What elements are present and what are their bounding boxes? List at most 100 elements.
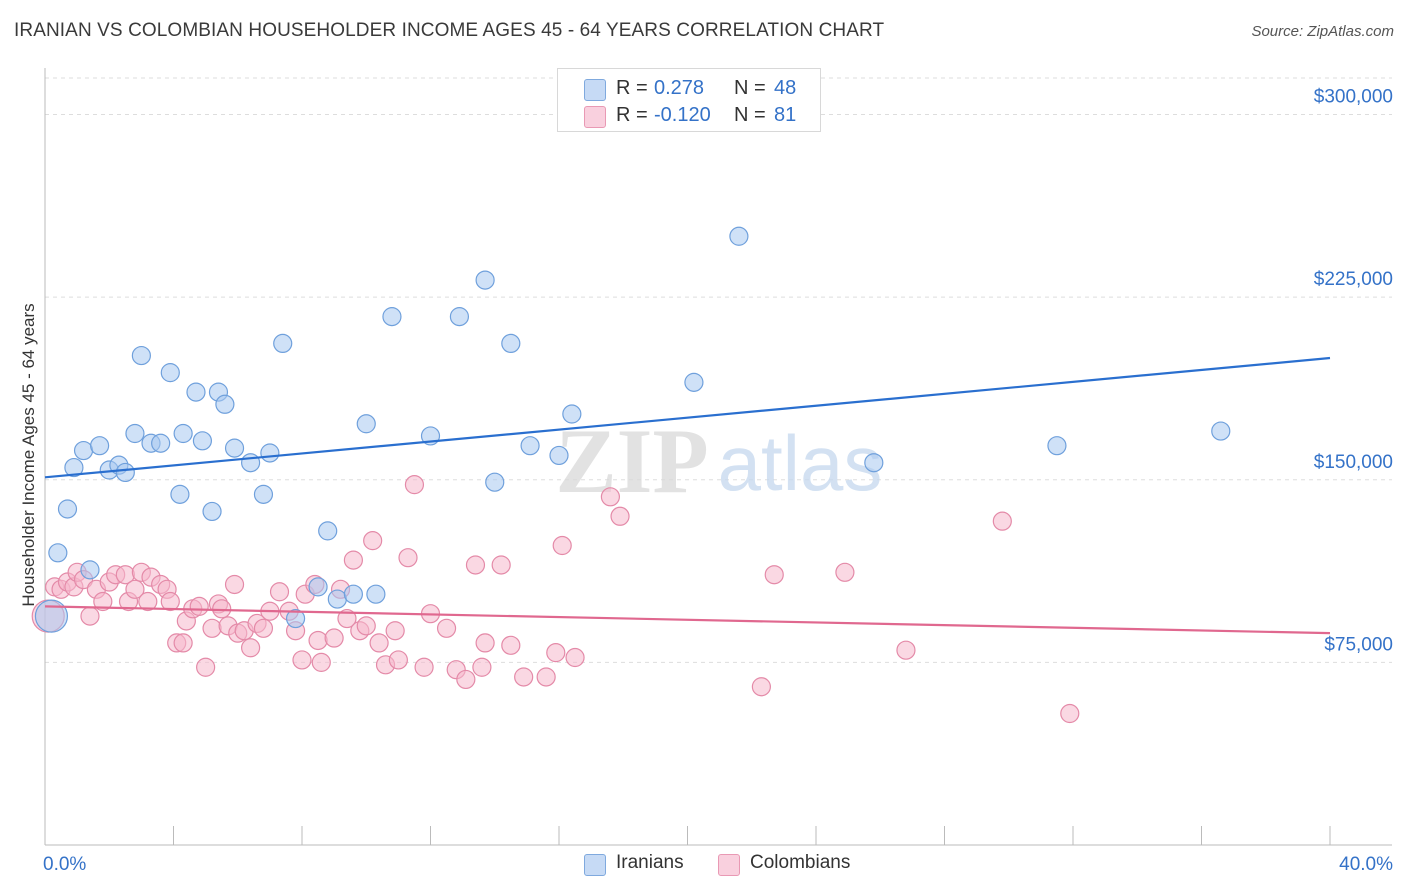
colombian-point <box>343 550 363 570</box>
legend-n-value: 48 <box>774 77 797 99</box>
colombian-point <box>610 506 630 526</box>
colombian-point <box>472 657 492 677</box>
colombian-point <box>751 677 771 697</box>
y-tick-label: $225,000 <box>1314 269 1393 290</box>
iranian-point <box>864 453 884 473</box>
iranian-point <box>549 445 569 466</box>
colombian-point <box>552 535 572 556</box>
iranian-point <box>202 501 222 522</box>
trend-lines <box>44 356 1331 635</box>
iranian-point <box>170 484 190 504</box>
iranian-point <box>125 423 145 444</box>
colombian-point <box>385 621 405 641</box>
iranians-points <box>34 226 1231 633</box>
iranian-point <box>224 438 245 458</box>
axis-labels: $75,000 $150,000 $225,000 $300,000 0.0% 40.0% <box>43 87 1393 875</box>
legend-r-label: R = <box>616 104 648 126</box>
legend-row-iranians: R = 0.278 N = 48 <box>558 75 820 103</box>
colombian-point <box>369 633 389 653</box>
iranians-swatch <box>584 854 606 876</box>
iranians-trend-line <box>44 356 1331 479</box>
y-tick-label: $75,000 <box>1324 634 1393 655</box>
iranian-point <box>151 433 171 453</box>
colombians-points <box>31 475 1080 724</box>
colombian-point <box>456 669 476 690</box>
colombian-point <box>896 640 916 660</box>
colombian-point <box>414 657 434 677</box>
colombians-swatch <box>584 106 606 128</box>
colombian-point <box>398 548 418 568</box>
watermark-zip: ZIP <box>555 410 708 512</box>
legend-row-colombians: R = -0.120 N = 81 <box>558 102 820 130</box>
iranian-point <box>475 270 495 290</box>
colombian-point <box>311 652 331 672</box>
colombian-point <box>189 596 209 616</box>
chart-title: IRANIAN VS COLOMBIAN HOUSEHOLDER INCOME … <box>14 20 885 41</box>
colombian-point <box>436 618 457 638</box>
legend-r-label: R = <box>616 77 648 99</box>
iranian-point <box>192 431 213 451</box>
iranian-point <box>131 345 151 366</box>
iranian-point <box>186 382 206 402</box>
watermark-atlas: atlas <box>718 419 883 507</box>
colombian-point <box>1060 703 1080 724</box>
iranian-point <box>501 333 521 354</box>
colombian-point <box>491 555 511 575</box>
colombian-point <box>138 591 158 612</box>
iranians-label: Iranians <box>616 852 684 873</box>
y-axis-label: Householder Income Ages 45 - 64 years <box>19 303 38 606</box>
colombian-point <box>292 650 312 670</box>
axes <box>44 68 1392 846</box>
iranian-point <box>241 453 261 473</box>
legend-n-value: 81 <box>774 104 797 126</box>
colombian-point <box>253 618 274 638</box>
iranian-point <box>356 414 376 434</box>
iranian-point <box>73 440 94 461</box>
iranian-point <box>308 577 328 597</box>
colombians-trend-line <box>44 605 1331 635</box>
iranian-point <box>520 436 540 456</box>
colombian-point <box>992 511 1012 531</box>
colombian-point <box>404 475 425 495</box>
iranian-point <box>382 307 402 327</box>
iranian-point <box>729 226 749 246</box>
iranian-point <box>684 372 704 392</box>
colombian-point <box>80 606 100 626</box>
colombian-point <box>764 565 784 585</box>
iranian-point <box>327 589 347 609</box>
colombian-point <box>600 487 621 507</box>
iranian-point <box>253 484 274 504</box>
colombian-point <box>514 667 534 687</box>
iranians-swatch <box>584 79 606 101</box>
colombian-point <box>835 562 855 582</box>
colombians-label: Colombians <box>750 852 851 873</box>
x-tick-label-max: 40.0% <box>1339 854 1393 875</box>
colombian-point <box>363 531 383 551</box>
iranian-point <box>80 560 100 580</box>
iranian-point <box>215 394 235 414</box>
colombian-point <box>196 657 216 677</box>
legend-r-value: 0.278 <box>654 77 705 99</box>
colombian-point <box>160 591 180 612</box>
legend: R = 0.278 N = 48 R = -0.120 N = 81 <box>557 68 821 132</box>
iranian-point <box>160 363 180 383</box>
colombian-point <box>241 638 261 658</box>
x-tick-label-min: 0.0% <box>43 854 86 875</box>
source-label: Source: ZipAtlas.com <box>1251 23 1394 40</box>
colombian-point <box>536 667 556 687</box>
y-tick-label: $150,000 <box>1314 452 1393 473</box>
iranian-point <box>449 307 470 327</box>
colombians-swatch <box>718 854 740 876</box>
colombian-point <box>93 591 113 612</box>
colombian-point <box>388 650 408 670</box>
colombian-point <box>212 599 232 619</box>
colombian-point <box>565 647 585 668</box>
iranian-point <box>343 584 363 604</box>
iranian-point <box>64 457 84 478</box>
colombian-point <box>465 555 486 575</box>
iranian-point <box>366 584 386 604</box>
iranian-point <box>115 462 135 483</box>
legend-n-label: N = <box>734 104 766 126</box>
iranian-point <box>318 521 338 541</box>
